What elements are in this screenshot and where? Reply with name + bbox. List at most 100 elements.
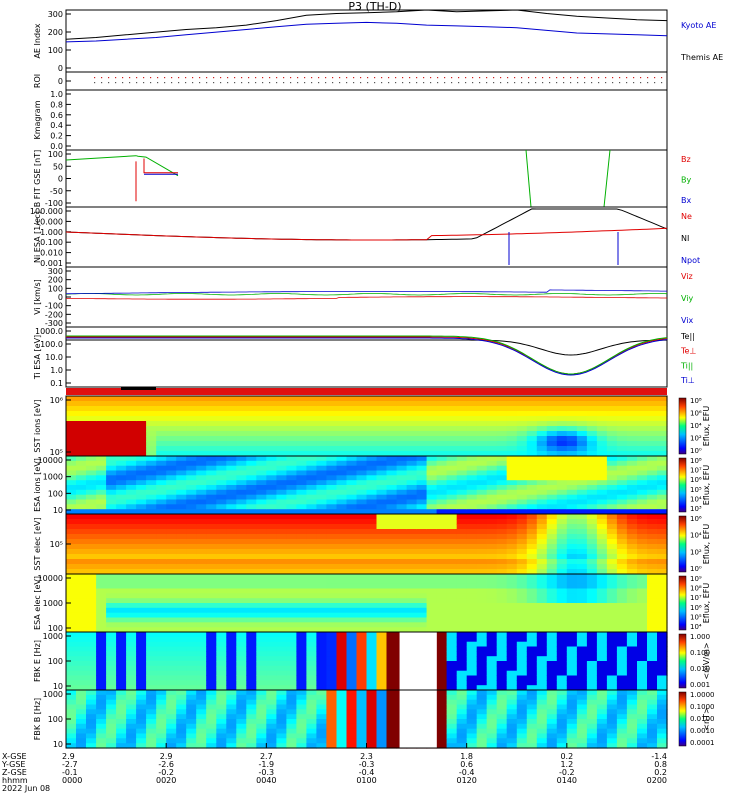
esa-elec-cell (516, 578, 528, 585)
sst-ion-cell (476, 436, 488, 442)
fbk-b-cell (496, 690, 508, 696)
ni-legend-entry: Ne (681, 212, 692, 221)
fbk-e-cell (546, 632, 558, 638)
sst-ion-cell (516, 436, 528, 442)
esa-elec-cell (606, 588, 618, 594)
sst-ion-cell (546, 401, 558, 407)
esa-ion-cell (586, 475, 598, 481)
fbk-b-cell (386, 728, 398, 735)
fbk-e-cell (286, 661, 297, 667)
sst-ion-cell (426, 396, 438, 402)
fbk-e-cell (516, 651, 528, 657)
bfield-frame (65, 149, 668, 208)
sst-elec-cell (376, 539, 388, 545)
fbk-b-cell (76, 690, 87, 696)
fbk-e-cell (606, 646, 618, 652)
bfield-ytick-label: -100 (45, 199, 63, 208)
roi-dot (647, 77, 649, 79)
esa-ion-cell (366, 456, 378, 462)
sst-ion-cell (236, 416, 247, 422)
esa-ion-cell (516, 509, 528, 515)
fbk-b-cell (346, 728, 358, 735)
esa-elec-cell (96, 588, 107, 594)
fbk-b-colorbar (678, 691, 687, 747)
sst-elec-cell (456, 534, 468, 540)
esa-elec-cell (476, 583, 488, 590)
sst-elec-cell (326, 564, 337, 570)
sst-elec-cell (586, 534, 598, 540)
esa-elec-cell (226, 622, 237, 628)
fbk-b-cell (376, 694, 388, 701)
fbk-e-cell (526, 661, 538, 667)
esa-elec-ytick-label: 100 (48, 624, 63, 633)
fbk-e-cell (76, 632, 87, 638)
footer-z-value: -0.1 (62, 768, 78, 777)
sst-ion-cell (226, 401, 237, 407)
esa-ion-cell (116, 475, 127, 481)
esa-ion-cell (166, 489, 177, 496)
esa-ion-cell (66, 480, 77, 486)
sst-elec-cell (76, 564, 87, 570)
tipar-series-line (66, 335, 668, 375)
esa-elec-cell (386, 627, 398, 633)
esa-elec-cell (586, 574, 598, 580)
roi-dot (283, 77, 285, 79)
sst-elec-cell (586, 539, 598, 545)
sst-elec-cell (466, 539, 478, 545)
esa-elec-cell (516, 583, 528, 590)
sst-ion-cell (456, 446, 468, 452)
sst-ion-cell (486, 396, 498, 402)
sst-ion-cell (396, 436, 408, 442)
fbk-b-cell (346, 733, 358, 739)
esa-ion-cell (166, 475, 177, 481)
esa-ion-cell (396, 465, 408, 472)
fbk-e-cell (586, 651, 598, 657)
esa-elec-cell (136, 583, 147, 590)
fbk-e-cell (466, 670, 478, 677)
sst-elec-cell (166, 534, 177, 540)
fbk-e-cell (356, 670, 368, 677)
sst-ion-cell (647, 451, 658, 457)
esa-elec-cell (226, 627, 237, 633)
sst-elec-cell (426, 514, 438, 520)
roi-dot (472, 77, 474, 79)
fbk-b-cell (86, 719, 97, 725)
esa-ion-cell (446, 460, 458, 467)
sst-elec-cell (206, 534, 217, 540)
sst-elec-cell (186, 524, 197, 530)
vi-ylabel: Vi [km/s] (33, 279, 42, 315)
fbk-e-cell (346, 651, 358, 657)
sst-ion-cell (226, 421, 237, 427)
sst-ion-cell (116, 446, 127, 452)
fbk-b-cell (526, 719, 538, 725)
esa-elec-cell (436, 583, 448, 590)
fbk-b-colorbar-tick: 0.0100 (690, 715, 715, 723)
sst-elec-cell (216, 544, 227, 550)
sst-elec-cell (476, 539, 488, 545)
sst-elec-colorbar-tick: 10⁰ (690, 565, 702, 573)
esa-ion-cell (346, 504, 358, 510)
fbk-e-cell (226, 656, 237, 662)
fbk-b-cell (637, 733, 648, 739)
esa-elec-cell (116, 583, 127, 590)
footer-x-value: 1.8 (460, 752, 473, 761)
fbk-e-cell (526, 675, 538, 681)
sst-ion-cell (326, 411, 337, 417)
sst-ion-cell (126, 421, 137, 427)
sst-elec-cell (166, 569, 177, 575)
esa-ion-cell (466, 475, 478, 481)
esa-ion-cell (356, 494, 368, 501)
esa-elec-cell (216, 593, 227, 599)
fbk-b-cell (356, 723, 368, 730)
fbk-b-cell (366, 719, 378, 725)
sst-elec-cell (546, 564, 558, 570)
fbk-b-cell (196, 719, 207, 725)
esa-elec-cell (166, 593, 177, 599)
esa-ion-cell (406, 509, 418, 515)
fbk-e-cell (96, 632, 107, 638)
sst-elec-cell (586, 554, 598, 560)
esa-ion-cell (96, 499, 107, 505)
sst-elec-cell (586, 519, 598, 525)
fbk-e-cell (116, 675, 127, 681)
esa-ion-cell (116, 504, 127, 510)
